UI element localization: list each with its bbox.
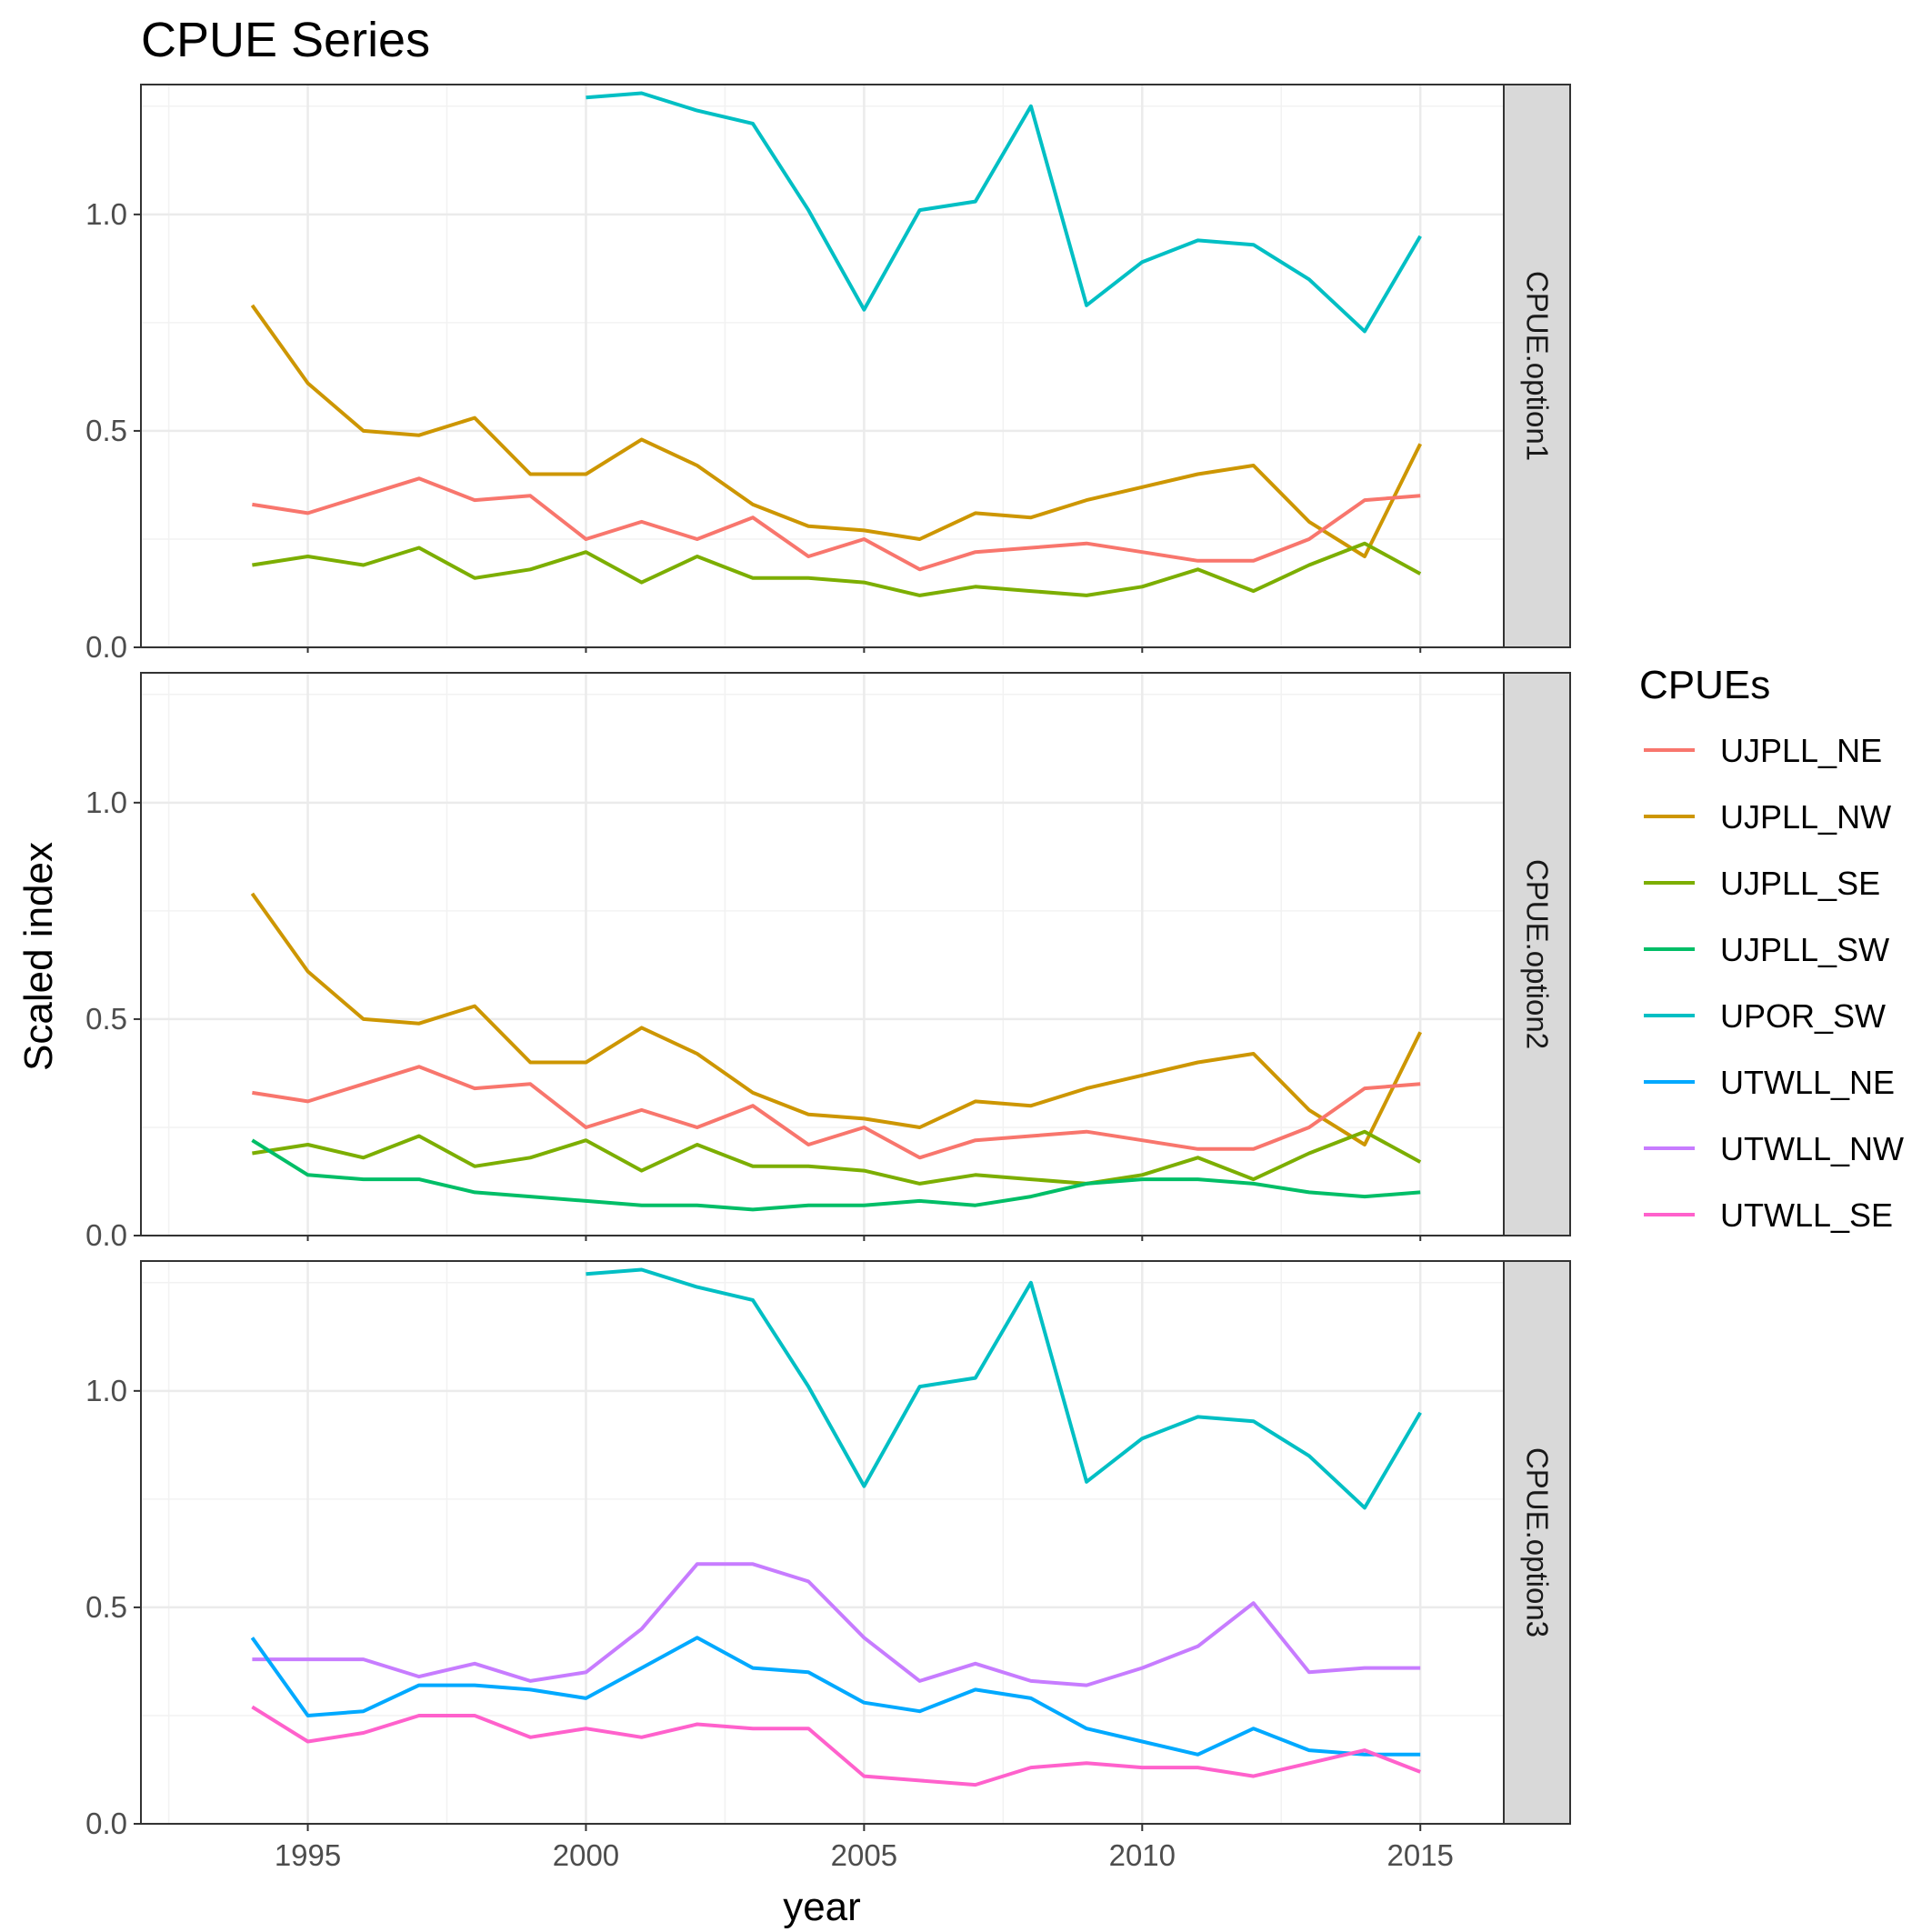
legend-label: UJPLL_SE [1720,865,1880,902]
legend-item-upor-sw: UPOR_SW [1644,997,1886,1035]
panel-cpue-option2: 0.0 0.5 1.0 CPUE.option2 [85,672,1571,1252]
legend-item-utwll-nw: UTWLL_NW [1644,1130,1904,1167]
legend-label: UJPLL_SW [1720,931,1889,968]
facet-panels: 0.0 0.5 1.0 CPUE.option1 0.0 0.5 1.0 CPUE.optio… [85,84,1571,1840]
legend-item-ujpll-sw: UJPLL_SW [1644,931,1889,968]
y-axis-title: Scaled index [16,842,61,1071]
legend-label: UJPLL_NE [1720,732,1882,769]
x-tick-label: 2010 [1109,1838,1176,1872]
legend-item-utwll-ne: UTWLL_NE [1644,1064,1895,1101]
facet-strip-label: CPUE.option3 [1521,1447,1555,1637]
y-tick-label: 0.5 [85,1002,127,1036]
legend-label: UJPLL_NW [1720,798,1891,836]
y-tick-label: 1.0 [85,1374,127,1407]
series-line-upor-sw [586,91,1422,334]
legend-item-utwll-se: UTWLL_SE [1644,1196,1893,1234]
legend: CPUEs UJPLL_NE UJPLL_NW UJPLL_SE UJPLL_SW UP… [1639,663,1904,1234]
x-axis-title: year [783,1885,861,1929]
y-tick-label: 0.5 [85,414,127,447]
series-line-ujpll-se [252,541,1422,597]
y-tick-label: 1.0 [85,197,127,231]
y-tick-label: 0.5 [85,1590,127,1624]
x-tick-label: 2015 [1387,1838,1454,1872]
series-line-ujpll-se [252,1129,1422,1186]
chart-title: CPUE Series [141,13,430,67]
facet-strip-label: CPUE.option1 [1521,271,1555,461]
x-axis: 1995 2000 2005 2010 2015 [275,647,1454,1872]
legend-label: UPOR_SW [1720,997,1886,1035]
legend-label: UTWLL_SE [1720,1196,1893,1234]
panel-background [141,673,1504,1236]
series-line-utwll-nw [252,1562,1421,1687]
legend-title: CPUEs [1639,663,1770,707]
series-line-ujpll-ne [252,476,1421,572]
y-tick-label: 0.0 [85,1807,127,1840]
panel-cpue-option3: 0.0 0.5 1.0 CPUE.option3 [85,1260,1571,1840]
series-line-ujpll-sw [251,1138,1421,1212]
series-line-utwll-ne [250,1636,1421,1757]
legend-item-ujpll-nw: UJPLL_NW [1644,798,1891,836]
y-tick-label: 0.0 [85,1218,127,1252]
legend-label: UTWLL_NE [1720,1064,1895,1101]
legend-item-ujpll-se: UJPLL_SE [1644,865,1880,902]
series-line-ujpll-nw [250,892,1422,1146]
x-tick-label: 2005 [831,1838,897,1872]
legend-item-ujpll-ne: UJPLL_NE [1644,732,1882,769]
facet-strip [1503,84,1571,648]
panel-cpue-option1: 0.0 0.5 1.0 CPUE.option1 [85,84,1571,664]
series-line-ujpll-ne [252,1065,1421,1160]
x-tick-label: 2000 [553,1838,619,1872]
y-tick-label: 1.0 [85,786,127,819]
facet-strip-label: CPUE.option2 [1521,859,1555,1049]
y-tick-label: 0.0 [85,630,127,664]
facet-strip [1503,1260,1571,1825]
series-line-upor-sw [586,1267,1422,1510]
series-line-ujpll-nw [250,304,1422,558]
x-tick-label: 1995 [275,1838,341,1872]
series-line-utwll-se [251,1705,1421,1787]
legend-label: UTWLL_NW [1720,1130,1904,1167]
facet-strip [1503,672,1571,1236]
